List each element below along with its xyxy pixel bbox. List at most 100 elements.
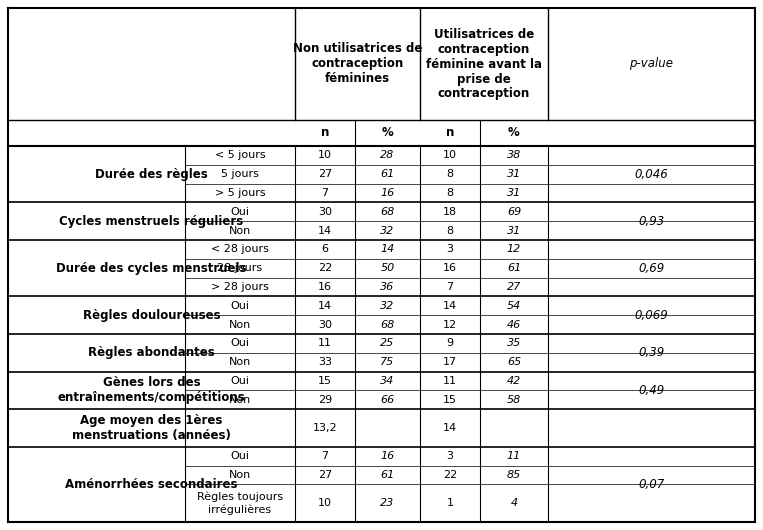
Text: Oui: Oui <box>230 451 250 461</box>
Text: 0,93: 0,93 <box>639 215 665 228</box>
Text: 31: 31 <box>507 188 521 198</box>
Text: < 5 jours: < 5 jours <box>214 151 266 161</box>
Text: 3: 3 <box>446 451 453 461</box>
Text: 33: 33 <box>318 357 332 367</box>
Text: 28 jours: 28 jours <box>217 263 262 273</box>
Text: %: % <box>382 127 394 139</box>
Text: 61: 61 <box>381 169 394 179</box>
Text: 0,046: 0,046 <box>635 167 668 181</box>
Text: 13,2: 13,2 <box>313 423 337 433</box>
Text: 68: 68 <box>381 207 394 217</box>
Text: 65: 65 <box>507 357 521 367</box>
Text: Oui: Oui <box>230 338 250 348</box>
Text: p-value: p-value <box>629 57 674 70</box>
Text: Règles toujours
irrégulières: Règles toujours irrégulières <box>197 492 283 515</box>
Text: 15: 15 <box>318 376 332 386</box>
Text: 30: 30 <box>318 320 332 330</box>
Text: 1: 1 <box>446 498 453 508</box>
Text: 22: 22 <box>318 263 332 273</box>
Text: 14: 14 <box>443 301 457 311</box>
Text: 14: 14 <box>443 423 457 433</box>
Text: 8: 8 <box>446 169 453 179</box>
Text: Non: Non <box>229 357 251 367</box>
Text: Non: Non <box>229 395 251 405</box>
Text: 34: 34 <box>381 376 394 386</box>
Text: 14: 14 <box>381 244 394 254</box>
Text: 30: 30 <box>318 207 332 217</box>
Text: %: % <box>508 127 520 139</box>
Text: Règles douloureuses: Règles douloureuses <box>82 308 221 322</box>
Text: 9: 9 <box>446 338 453 348</box>
Text: 5 jours: 5 jours <box>221 169 259 179</box>
Text: Oui: Oui <box>230 207 250 217</box>
Text: < 28 jours: < 28 jours <box>211 244 269 254</box>
Text: 54: 54 <box>507 301 521 311</box>
Text: 27: 27 <box>318 169 332 179</box>
Text: 7: 7 <box>321 451 329 461</box>
Text: 15: 15 <box>443 395 457 405</box>
Text: 68: 68 <box>381 320 394 330</box>
Text: 8: 8 <box>446 226 453 236</box>
Text: 27: 27 <box>507 282 521 292</box>
Text: 0,49: 0,49 <box>639 384 665 397</box>
Text: Durée des règles: Durée des règles <box>95 167 208 181</box>
Text: 10: 10 <box>318 498 332 508</box>
Text: 17: 17 <box>443 357 457 367</box>
Text: 16: 16 <box>381 451 394 461</box>
Text: 22: 22 <box>443 470 457 480</box>
Text: Age moyen des 1ères
menstruations (années): Age moyen des 1ères menstruations (année… <box>72 414 231 442</box>
Text: 27: 27 <box>318 470 332 480</box>
Text: 10: 10 <box>318 151 332 161</box>
Text: 10: 10 <box>443 151 457 161</box>
Text: 66: 66 <box>381 395 394 405</box>
Text: Oui: Oui <box>230 376 250 386</box>
Text: > 28 jours: > 28 jours <box>211 282 269 292</box>
Text: 11: 11 <box>318 338 332 348</box>
Text: 11: 11 <box>443 376 457 386</box>
Text: Durée des cycles menstruels: Durée des cycles menstruels <box>56 262 246 275</box>
Text: 42: 42 <box>507 376 521 386</box>
Text: 6: 6 <box>321 244 329 254</box>
Text: 31: 31 <box>507 169 521 179</box>
Text: 46: 46 <box>507 320 521 330</box>
Text: Cycles menstruels réguliers: Cycles menstruels réguliers <box>60 215 243 228</box>
Text: n: n <box>446 127 454 139</box>
Text: 23: 23 <box>381 498 394 508</box>
Text: 0,069: 0,069 <box>635 308 668 322</box>
Text: 12: 12 <box>443 320 457 330</box>
Text: 61: 61 <box>507 263 521 273</box>
Text: 14: 14 <box>318 301 332 311</box>
Text: 32: 32 <box>381 301 394 311</box>
Text: 29: 29 <box>318 395 332 405</box>
Text: 16: 16 <box>443 263 457 273</box>
Text: 38: 38 <box>507 151 521 161</box>
Text: 0,07: 0,07 <box>639 478 665 491</box>
Text: 31: 31 <box>507 226 521 236</box>
Text: 25: 25 <box>381 338 394 348</box>
Text: 7: 7 <box>321 188 329 198</box>
Text: 14: 14 <box>318 226 332 236</box>
Text: 85: 85 <box>507 470 521 480</box>
Text: > 5 jours: > 5 jours <box>214 188 266 198</box>
Text: 61: 61 <box>381 470 394 480</box>
Text: 58: 58 <box>507 395 521 405</box>
Text: 4: 4 <box>510 498 517 508</box>
Text: 16: 16 <box>381 188 394 198</box>
Text: 11: 11 <box>507 451 521 461</box>
Text: Non: Non <box>229 470 251 480</box>
Text: 36: 36 <box>381 282 394 292</box>
Text: Règles abondantes: Règles abondantes <box>88 346 215 359</box>
Text: n: n <box>320 127 329 139</box>
Text: Non: Non <box>229 320 251 330</box>
Text: Utilisatrices de
contraception
féminine avant la
prise de
contraception: Utilisatrices de contraception féminine … <box>426 28 542 101</box>
Text: 18: 18 <box>443 207 457 217</box>
Text: 32: 32 <box>381 226 394 236</box>
Text: 35: 35 <box>507 338 521 348</box>
Text: 69: 69 <box>507 207 521 217</box>
Text: 0,39: 0,39 <box>639 346 665 359</box>
Text: 8: 8 <box>446 188 453 198</box>
Text: Oui: Oui <box>230 301 250 311</box>
Text: 7: 7 <box>446 282 453 292</box>
Text: Aménorrhées secondaires: Aménorrhées secondaires <box>66 478 238 491</box>
Text: 75: 75 <box>381 357 394 367</box>
